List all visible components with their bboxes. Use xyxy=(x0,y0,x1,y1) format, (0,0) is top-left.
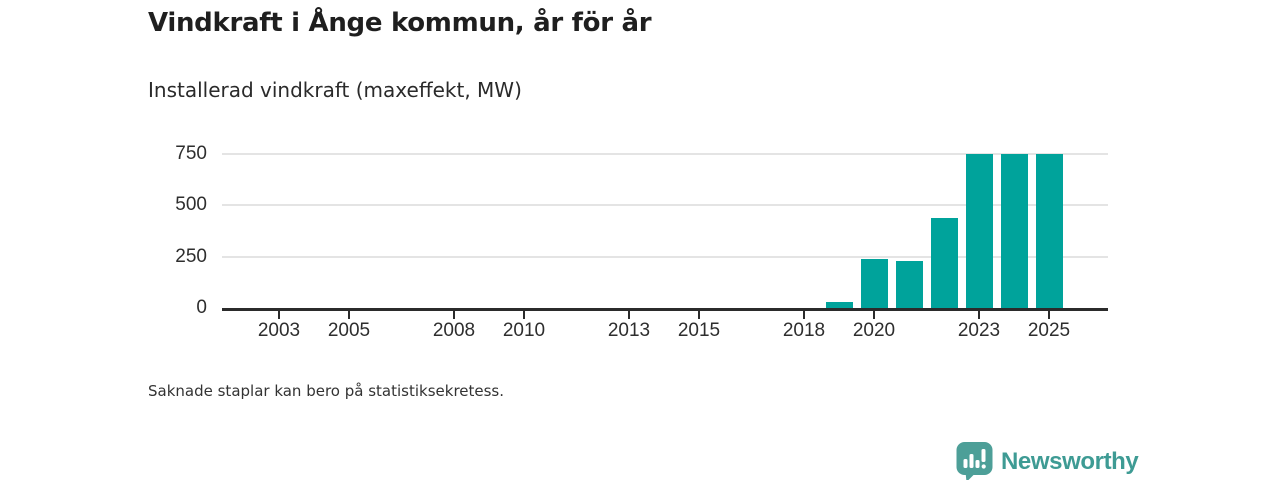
x-tick-2015 xyxy=(698,311,700,319)
x-tick-2018 xyxy=(803,311,805,319)
x-axis-label-2003: 2003 xyxy=(257,320,301,341)
x-axis-label-2025: 2025 xyxy=(1027,320,1071,341)
x-axis-label-2010: 2010 xyxy=(502,320,546,341)
y-axis-label-500: 500 xyxy=(175,194,207,216)
y-axis-label-250: 250 xyxy=(175,246,207,268)
footnote: Saknade staplar kan bero på statistiksek… xyxy=(148,382,505,400)
x-axis-label-2005: 2005 xyxy=(327,320,371,341)
gridline-500 xyxy=(222,204,1108,206)
gridline-250 xyxy=(222,256,1108,258)
x-tick-2023 xyxy=(978,311,980,319)
y-axis-label-750: 750 xyxy=(175,143,207,165)
chart-title: Vindkraft i Ånge kommun, år för år xyxy=(148,8,652,38)
bar-2021 xyxy=(896,261,923,308)
gridline-750 xyxy=(222,153,1108,155)
x-axis-label-2020: 2020 xyxy=(852,320,896,341)
bar-2024 xyxy=(1001,154,1028,308)
bar-2020 xyxy=(861,259,888,308)
x-axis-label-2018: 2018 xyxy=(782,320,826,341)
x-tick-2025 xyxy=(1048,311,1050,319)
x-tick-2013 xyxy=(628,311,630,319)
bar-2023 xyxy=(966,154,993,308)
x-axis-line xyxy=(222,308,1108,311)
x-axis-label-2013: 2013 xyxy=(607,320,651,341)
x-tick-2020 xyxy=(873,311,875,319)
x-tick-2005 xyxy=(348,311,350,319)
x-axis-label-2008: 2008 xyxy=(432,320,476,341)
chart-subtitle: Installerad vindkraft (maxeffekt, MW) xyxy=(148,78,522,102)
x-tick-2008 xyxy=(453,311,455,319)
newsworthy-logo-text: Newsworthy xyxy=(1001,448,1139,475)
bar-2022 xyxy=(931,218,958,308)
bar-2019 xyxy=(826,302,853,308)
x-axis-label-2015: 2015 xyxy=(677,320,721,341)
y-axis-label-0: 0 xyxy=(196,297,207,319)
x-tick-2010 xyxy=(523,311,525,319)
bar-2025 xyxy=(1036,154,1063,308)
x-tick-2003 xyxy=(278,311,280,319)
newsworthy-logo-icon xyxy=(956,442,993,480)
x-axis-label-2023: 2023 xyxy=(957,320,1001,341)
newsworthy-brand: Newsworthy xyxy=(956,442,1139,480)
